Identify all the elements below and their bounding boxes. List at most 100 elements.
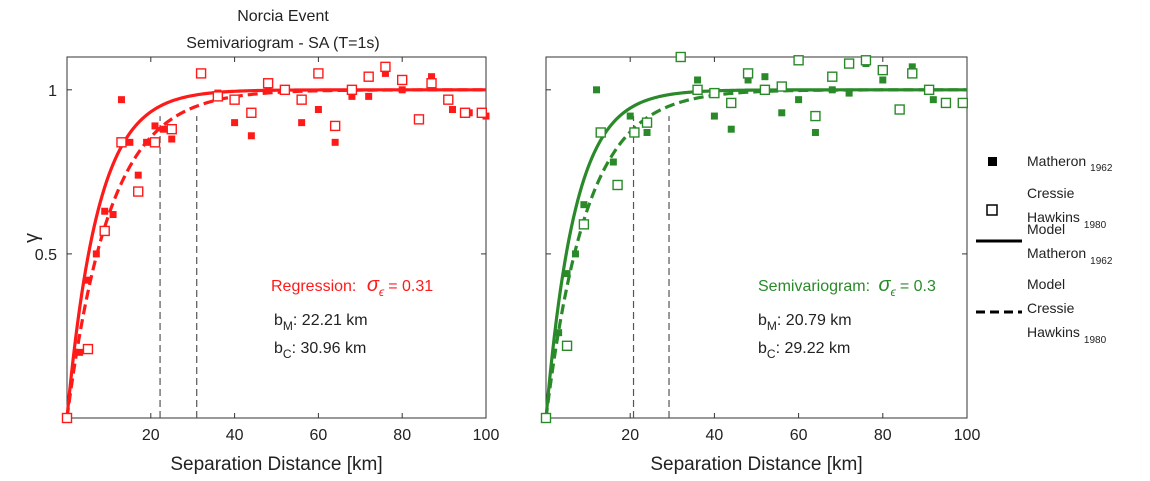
matheron-point <box>109 211 117 219</box>
plot-semivariogram: 20 40 60 80 100 Separation Distance [km] <box>540 51 980 475</box>
matheron-point <box>626 112 634 120</box>
legend-sub: 1980 <box>1084 220 1107 231</box>
matheron-point <box>908 63 916 71</box>
model-matheron-curve <box>544 88 967 419</box>
matheron-point <box>101 207 109 215</box>
sigma-symbol: σ <box>878 274 891 296</box>
cressie-hawkins-point <box>313 68 324 79</box>
y-tick-label: 1 <box>48 83 57 100</box>
cressie-hawkins-point <box>793 55 804 66</box>
matheron-point <box>744 76 752 84</box>
bC-sub: C <box>283 347 292 361</box>
matheron-point <box>264 86 272 94</box>
matheron-point <box>555 329 563 337</box>
svg-text:Matheron1962: Matheron 1962 <box>1027 153 1113 174</box>
matheron-point <box>126 138 134 146</box>
annotation-label: Semivariogram: <box>758 278 870 295</box>
sigma-value: = 0.31 <box>388 278 433 295</box>
cressie-hawkins-point <box>907 68 918 79</box>
legend: Matheron 1962 Cressie Hawkins 1980 Model M… <box>976 153 1113 346</box>
cressie-hawkins-point <box>229 94 240 105</box>
legend-label-model: Model <box>1027 221 1065 237</box>
matheron-point <box>151 122 159 130</box>
cressie-hawkins-point <box>742 68 754 79</box>
legend-marker-filled-square <box>988 157 997 166</box>
cressie-hawkins-point <box>957 97 968 109</box>
matheron-point <box>231 119 239 127</box>
cressie-hawkins-point <box>61 412 73 424</box>
matheron-point <box>331 138 339 146</box>
x-tick-label: 80 <box>874 427 892 444</box>
cressie-hawkins-point <box>99 225 110 237</box>
svg-text:bC: 30.96 km: bC: 30.96 km <box>274 340 366 361</box>
figure-title-line1: Norcia Event <box>237 8 329 25</box>
legend-label-matheron: Matheron <box>1027 245 1086 261</box>
cressie-hawkins-point <box>641 117 653 128</box>
matheron-point <box>134 171 142 179</box>
matheron-point <box>710 112 718 120</box>
cressie-hawkins-point <box>426 78 437 89</box>
matheron-point <box>929 96 937 104</box>
cressie-hawkins-point <box>578 219 590 230</box>
matheron-point <box>643 128 651 136</box>
cressie-hawkins-point <box>296 94 307 105</box>
legend-sub: 1980 <box>1084 335 1107 346</box>
cressie-hawkins-point <box>894 104 905 115</box>
cressie-hawkins-point <box>262 78 274 89</box>
matheron-point <box>580 201 588 209</box>
cressie-hawkins-point <box>709 87 720 99</box>
bC-sub: C <box>767 347 776 361</box>
legend-label-hawkins: Hawkins <box>1027 209 1080 225</box>
cressie-hawkins-point <box>877 64 888 76</box>
legend-label-cressie: Cressie <box>1027 300 1075 316</box>
cressie-hawkins-point <box>561 340 573 351</box>
legend-sub: 1962 <box>1090 256 1113 267</box>
bC-value: : 29.22 km <box>776 340 851 357</box>
model-cressie-hawkins-curve <box>65 88 486 419</box>
cressie-hawkins-point <box>116 137 127 148</box>
matheron-point <box>778 109 786 117</box>
model-cressie-hawkins-curve <box>544 88 967 419</box>
plot-frame <box>545 56 968 419</box>
y-tick-label: 0.5 <box>35 247 57 264</box>
legend-label-model: Model <box>1027 276 1065 292</box>
y-axis-label: γ <box>21 233 43 243</box>
matheron-point <box>761 73 769 81</box>
matheron-point <box>84 276 92 284</box>
cressie-hawkins-point <box>363 71 374 82</box>
x-tick-label: 20 <box>142 427 160 444</box>
legend-marker-open-square <box>986 204 998 216</box>
cressie-hawkins-point <box>759 84 771 96</box>
svg-text:Regression: σϵ= 0.31: Regression: σϵ = 0.31 <box>271 274 433 299</box>
sigma-sub: ϵ <box>379 285 385 299</box>
cressie-hawkins-point <box>413 114 425 125</box>
svg-text:bC: 29.22 km: bC: 29.22 km <box>758 340 850 361</box>
matheron-point <box>795 96 803 104</box>
cressie-hawkins-point <box>843 58 855 69</box>
sigma-value: = 0.3 <box>900 278 936 295</box>
matheron-point <box>811 128 819 136</box>
plot-regression: 20 40 60 80 100 0.5 1 Separation Distance [km] <box>35 56 499 475</box>
legend-label-hawkins: Hawkins <box>1027 324 1080 340</box>
x-tick-label: 60 <box>790 427 808 444</box>
svg-text:Hawkins1980: Hawkins 1980 <box>1027 324 1107 346</box>
matheron-point <box>348 92 356 100</box>
bM-sub: M <box>767 319 777 333</box>
bM-value: : 22.21 km <box>293 312 368 329</box>
sigma-sub: ϵ <box>891 285 897 299</box>
svg-text:Matheron1962: Matheron 1962 <box>1027 245 1113 267</box>
matheron-point <box>609 158 617 166</box>
cressie-hawkins-point <box>82 343 94 355</box>
svg-text:Hawkins1980: Hawkins 1980 <box>1027 209 1107 231</box>
bM-label: b <box>758 312 767 329</box>
x-axis-label: Separation Distance [km] <box>170 454 382 475</box>
cressie-hawkins-point <box>612 179 623 191</box>
cressie-hawkins-point <box>692 84 703 96</box>
legend-sub: 1962 <box>1090 163 1113 174</box>
cressie-hawkins-point <box>246 107 257 118</box>
matheron-point <box>879 76 887 84</box>
cressie-hawkins-point <box>443 94 454 105</box>
matheron-point <box>159 125 167 133</box>
cressie-hawkins-point <box>166 123 177 135</box>
